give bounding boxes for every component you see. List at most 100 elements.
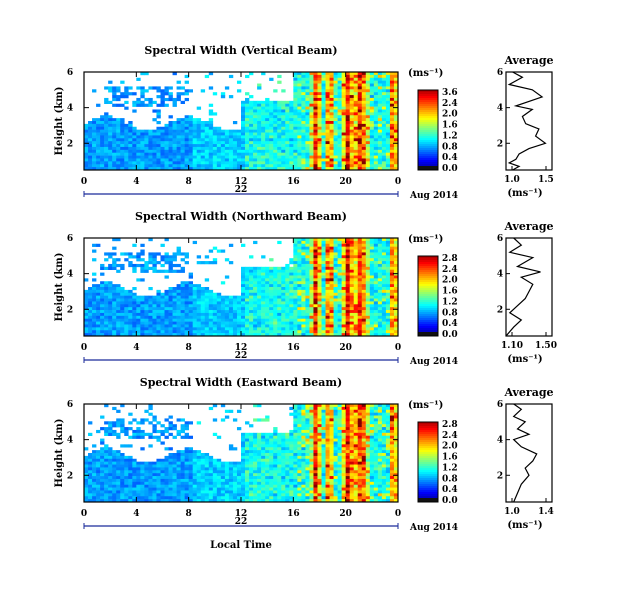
heatmap-cell <box>120 484 125 488</box>
heatmap-cell <box>160 126 165 130</box>
heatmap-cell <box>249 269 254 273</box>
heatmap-cell <box>325 86 330 90</box>
heatmap-cell <box>273 152 278 156</box>
heatmap-cell <box>228 161 234 165</box>
heatmap-cell <box>192 499 198 503</box>
heatmap-cell <box>389 123 395 128</box>
heatmap-cell <box>152 333 157 337</box>
heatmap-cell <box>241 243 246 247</box>
heatmap-cell <box>184 287 189 291</box>
heatmap-cell <box>148 312 153 317</box>
heatmap-cell <box>112 287 117 291</box>
heatmap-cell <box>309 149 314 153</box>
heatmap-cell <box>92 330 97 334</box>
heatmap-cell <box>325 126 330 130</box>
heatmap-cell <box>381 161 387 165</box>
heatmap-cell <box>377 141 383 145</box>
heatmap-cell <box>88 421 93 425</box>
heatmap-cell <box>341 141 346 145</box>
heatmap-cell <box>321 278 326 282</box>
heatmap-cell <box>329 103 334 107</box>
heatmap-cell <box>385 149 391 153</box>
heatmap-cell <box>385 315 391 319</box>
heatmap-cell <box>349 252 355 256</box>
heatmap-cell <box>365 158 371 162</box>
heatmap-cell <box>357 132 363 136</box>
heatmap-cell <box>220 321 226 325</box>
heatmap-cell <box>241 115 246 119</box>
heatmap-cell <box>265 161 270 165</box>
heatmap-cell <box>257 295 262 299</box>
heatmap-cell <box>393 129 399 133</box>
heatmap-cell <box>184 427 189 431</box>
colorbar-step <box>418 282 438 285</box>
heatmap-cell <box>341 164 346 168</box>
heatmap-cell <box>108 158 113 162</box>
heatmap-cell <box>172 129 177 133</box>
heatmap-cell <box>373 77 379 81</box>
heatmap-cell <box>176 499 181 503</box>
heatmap-cell <box>160 141 165 145</box>
heatmap-cell <box>88 129 93 133</box>
heatmap-cell <box>188 144 193 148</box>
heatmap-cell <box>305 246 310 250</box>
heatmap-cell <box>385 97 391 102</box>
heatmap-cell <box>124 161 129 165</box>
heatmap-cell <box>208 318 214 322</box>
heatmap-cell <box>184 455 189 460</box>
heatmap-cell <box>148 301 153 305</box>
heatmap-cell <box>365 275 371 279</box>
heatmap-cell <box>144 499 149 503</box>
heatmap-cell <box>148 481 153 485</box>
heatmap-cell <box>168 287 173 291</box>
heatmap-cell <box>329 146 334 151</box>
heatmap-cell <box>116 138 121 142</box>
heatmap-cell <box>377 97 383 102</box>
heatmap-cell <box>220 499 226 503</box>
heatmap-cell <box>108 86 113 90</box>
heatmap-cell <box>172 424 177 428</box>
heatmap-cell <box>253 292 258 296</box>
heatmap-cell <box>337 327 342 331</box>
heatmap-cell <box>261 272 266 276</box>
heatmap-cell <box>293 146 298 151</box>
heatmap-cell <box>357 243 363 247</box>
heatmap-cell <box>377 263 383 268</box>
heatmap-cell <box>241 123 246 128</box>
heatmap-cell <box>120 324 125 328</box>
heatmap-cell <box>108 80 113 84</box>
heatmap-cell <box>317 284 322 288</box>
heatmap-cell <box>228 447 234 451</box>
heatmap-cell <box>208 455 214 460</box>
heatmap-cell <box>92 478 97 483</box>
heatmap-cell <box>96 321 101 325</box>
heatmap-cell <box>305 106 310 110</box>
heatmap-cell <box>325 275 330 279</box>
heatmap-cell <box>124 135 129 139</box>
heatmap-cell <box>337 249 342 253</box>
heatmap-cell <box>353 281 359 285</box>
heatmap-cell <box>261 284 266 288</box>
heatmap-cell <box>164 484 169 488</box>
heatmap-cell <box>156 86 161 90</box>
day-label: 22 <box>235 351 248 361</box>
heatmap-cell <box>232 315 238 319</box>
colorbar-tick-label: 2.0 <box>442 276 458 286</box>
heatmap-cell <box>104 487 109 491</box>
heatmap-cell <box>152 295 157 299</box>
panel-2: Spectral Width (Northward Beam)642Height… <box>54 210 557 367</box>
heatmap-cell <box>321 261 326 265</box>
heatmap-cell <box>180 287 185 291</box>
heatmap-cell <box>92 487 97 491</box>
heatmap-cell <box>293 167 298 171</box>
heatmap-cell <box>228 318 234 322</box>
heatmap-cell <box>176 80 181 84</box>
heatmap-cell <box>196 310 202 314</box>
heatmap-cell <box>140 92 145 96</box>
heatmap-cell <box>176 324 181 328</box>
heatmap-cell <box>196 141 202 145</box>
heatmap-cell <box>273 318 278 322</box>
heatmap-cell <box>349 92 355 96</box>
heatmap-cell <box>192 318 198 322</box>
heatmap-cell <box>208 467 214 471</box>
